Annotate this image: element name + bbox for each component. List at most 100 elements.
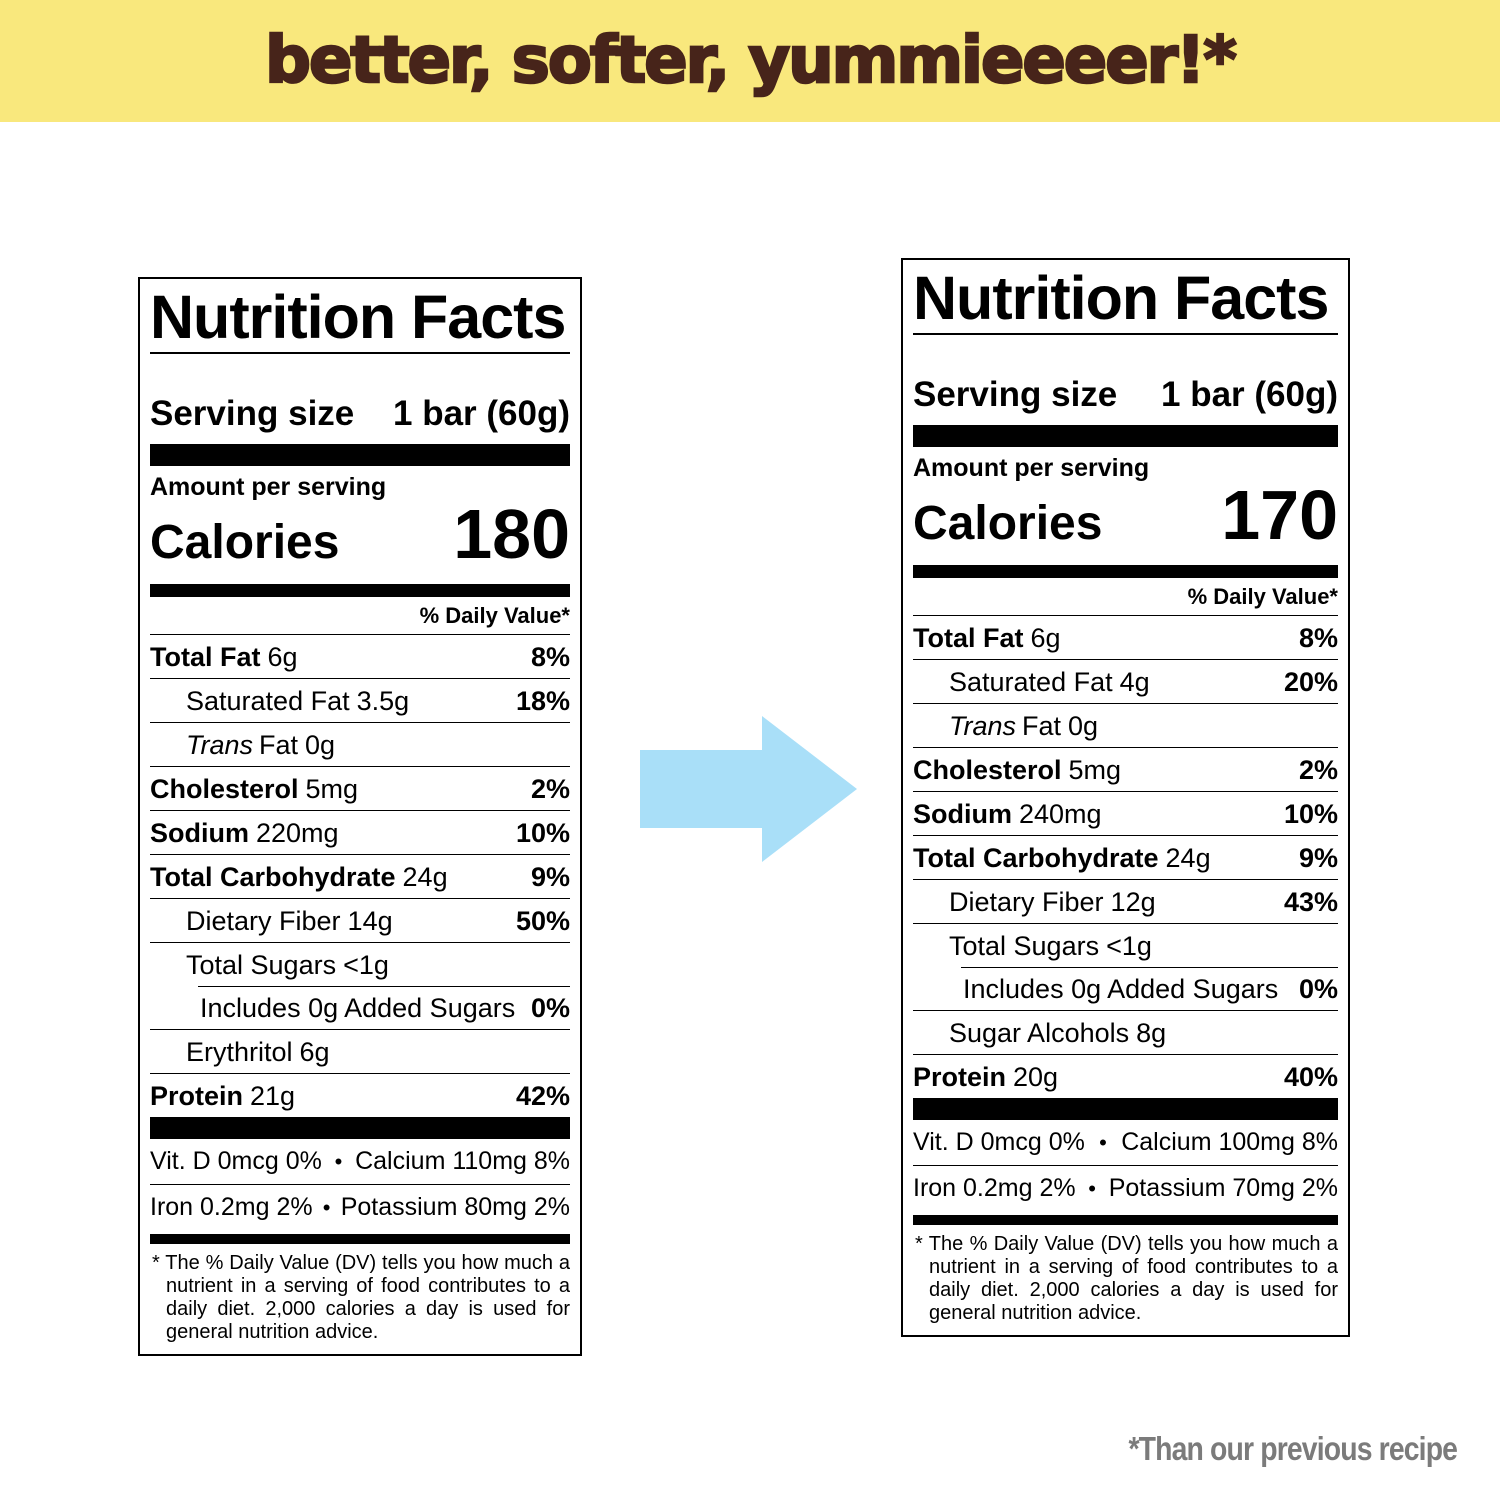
divider-thick xyxy=(150,1117,570,1139)
nutrient-dv: 9% xyxy=(1298,842,1338,873)
nutrient-name: Includes 0g Added Sugars xyxy=(963,973,1279,1004)
divider-medium xyxy=(913,565,1338,578)
nutrient-amount: 0g xyxy=(305,729,336,760)
nutrient-row-total-carbohydrate: Total Carbohydrate 24g 9% xyxy=(150,854,570,898)
bullet-separator: • xyxy=(1099,1130,1107,1155)
nutrient-dv: 0% xyxy=(530,992,570,1023)
serving-size-label: Serving size xyxy=(913,375,1118,414)
amount-per-serving-label: Amount per serving xyxy=(913,454,1150,482)
nutrient-row-added-sugars: Includes 0g Added Sugars 0% xyxy=(150,986,570,1029)
micronutrient-row-1: Vit. D 0mcg 0% • Calcium 110mg 8% xyxy=(150,1139,570,1184)
trans-italic: Trans xyxy=(949,710,1017,741)
nutrient-name: Dietary Fiber xyxy=(186,905,341,936)
divider-thick xyxy=(913,1098,1338,1120)
serving-size-row: Serving size 1 bar (60g) xyxy=(150,392,570,436)
nutrient-dv: 9% xyxy=(530,861,570,892)
nutrient-row-dietary-fiber: Dietary Fiber 14g 50% xyxy=(150,898,570,942)
nutrient-amount: 6g xyxy=(299,1036,330,1067)
nutrient-amount: 24g xyxy=(1165,842,1211,873)
micro-right: Calcium 110mg 8% xyxy=(355,1147,570,1175)
top-banner: better, softer, yummieeeer!* xyxy=(0,0,1500,122)
nutrient-name: Sodium xyxy=(150,817,249,848)
nutrition-label-after: Nutrition Facts Serving size 1 bar (60g)… xyxy=(901,258,1350,1337)
transition-arrow xyxy=(640,716,857,862)
micro-left: Vit. D 0mcg 0% xyxy=(913,1128,1085,1156)
nutrient-name: Saturated Fat xyxy=(186,685,350,716)
nutrient-amount: 6g xyxy=(267,641,298,672)
nutrient-row-trans-fat: Trans Fat 0g xyxy=(150,722,570,766)
nutrient-amount: 5mg xyxy=(1068,754,1122,785)
calories-row: Calories 180 xyxy=(150,499,570,576)
micronutrient-row-2: Iron 0.2mg 2% • Potassium 70mg 2% xyxy=(913,1165,1338,1211)
daily-value-header: % Daily Value* xyxy=(1187,584,1338,609)
label-footnote: * The % Daily Value (DV) tells you how m… xyxy=(152,1252,570,1343)
nutrient-dv: 2% xyxy=(530,773,570,804)
nutrient-name: Sodium xyxy=(913,798,1012,829)
bullet-separator: • xyxy=(334,1149,343,1174)
nutrition-label-before: Nutrition Facts Serving size 1 bar (60g)… xyxy=(138,277,582,1356)
nutrient-name: Sugar Alcohols xyxy=(949,1017,1130,1048)
nutrient-row-cholesterol: Cholesterol 5mg 2% xyxy=(913,747,1338,791)
calories-row: Calories 170 xyxy=(913,476,1338,557)
right-arrow-icon xyxy=(640,716,857,862)
nutrient-amount: 4g xyxy=(1119,666,1150,697)
nutrient-row-saturated-fat: Saturated Fat 3.5g 18% xyxy=(150,678,570,722)
nutrient-row-saturated-fat: Saturated Fat 4g 20% xyxy=(913,659,1338,703)
label-title: Nutrition Facts xyxy=(913,268,1338,335)
calories-value: 170 xyxy=(1221,476,1338,554)
bullet-separator: • xyxy=(1088,1176,1096,1201)
nutrient-row-erythritol: Erythritol 6g xyxy=(150,1029,570,1073)
daily-value-header: % Daily Value* xyxy=(419,603,570,628)
nutrient-dv: 2% xyxy=(1298,754,1338,785)
nutrient-name: Total Carbohydrate xyxy=(913,842,1159,873)
nutrient-name: Erythritol xyxy=(186,1036,293,1067)
calories-label: Calories xyxy=(913,497,1103,550)
nutrient-name: Trans Fat xyxy=(186,729,299,760)
nutrient-row-total-fat: Total Fat 6g 8% xyxy=(913,615,1338,659)
nutrient-amount: 20g xyxy=(1013,1061,1059,1092)
nutrient-dv: 50% xyxy=(515,905,570,936)
serving-size-label: Serving size xyxy=(150,394,355,433)
nutrient-row-sodium: Sodium 220mg 10% xyxy=(150,810,570,854)
nutrient-row-total-sugars: Total Sugars <1g xyxy=(913,923,1338,967)
nutrient-amount: 0g xyxy=(1068,710,1099,741)
nutrient-dv: 0% xyxy=(1298,973,1338,1004)
nutrient-dv: 40% xyxy=(1283,1061,1338,1092)
nutrient-amount: <1g xyxy=(343,949,389,980)
divider-thin xyxy=(150,1234,570,1244)
nutrient-dv: 10% xyxy=(515,817,570,848)
nutrient-name: Cholesterol xyxy=(150,773,299,804)
nutrient-row-total-carbohydrate: Total Carbohydrate 24g 9% xyxy=(913,835,1338,879)
micro-left: Vit. D 0mcg 0% xyxy=(150,1147,322,1175)
nutrient-row-cholesterol: Cholesterol 5mg 2% xyxy=(150,766,570,810)
micronutrient-row-1: Vit. D 0mcg 0% • Calcium 100mg 8% xyxy=(913,1120,1338,1165)
nutrient-amount: 5mg xyxy=(305,773,359,804)
nutrient-dv: 10% xyxy=(1283,798,1338,829)
nutrient-name: Cholesterol xyxy=(913,754,1062,785)
nutrient-dv: 18% xyxy=(515,685,570,716)
divider-thin xyxy=(913,1215,1338,1225)
nutrient-name: Total Fat xyxy=(150,641,261,672)
nutrient-amount: 6g xyxy=(1030,622,1061,653)
nutrient-amount: 12g xyxy=(1110,886,1156,917)
nutrient-amount: 8g xyxy=(1136,1017,1167,1048)
nutrient-name: Total Carbohydrate xyxy=(150,861,396,892)
micro-right: Potassium 70mg 2% xyxy=(1108,1174,1338,1202)
nutrient-name: Total Fat xyxy=(913,622,1024,653)
nutrient-amount: 14g xyxy=(347,905,393,936)
nutrient-amount: 24g xyxy=(402,861,448,892)
nutrient-name: Trans Fat xyxy=(949,710,1062,741)
micro-left: Iron 0.2mg 2% xyxy=(913,1174,1076,1202)
nutrient-amount: 3.5g xyxy=(356,685,410,716)
nutrient-amount: 21g xyxy=(250,1080,296,1111)
divider-thick xyxy=(150,444,570,466)
nutrient-row-protein: Protein 20g 40% xyxy=(913,1054,1338,1098)
nutrient-row-protein: Protein 21g 42% xyxy=(150,1073,570,1117)
nutrient-row-added-sugars: Includes 0g Added Sugars 0% xyxy=(913,967,1338,1010)
micronutrient-row-2: Iron 0.2mg 2% • Potassium 80mg 2% xyxy=(150,1184,570,1230)
label-footnote: * The % Daily Value (DV) tells you how m… xyxy=(915,1233,1338,1324)
nutrient-name: Protein xyxy=(150,1080,244,1111)
nutrient-dv: 20% xyxy=(1283,666,1338,697)
nutrient-row-total-fat: Total Fat 6g 8% xyxy=(150,634,570,678)
micro-left: Iron 0.2mg 2% xyxy=(150,1193,313,1221)
